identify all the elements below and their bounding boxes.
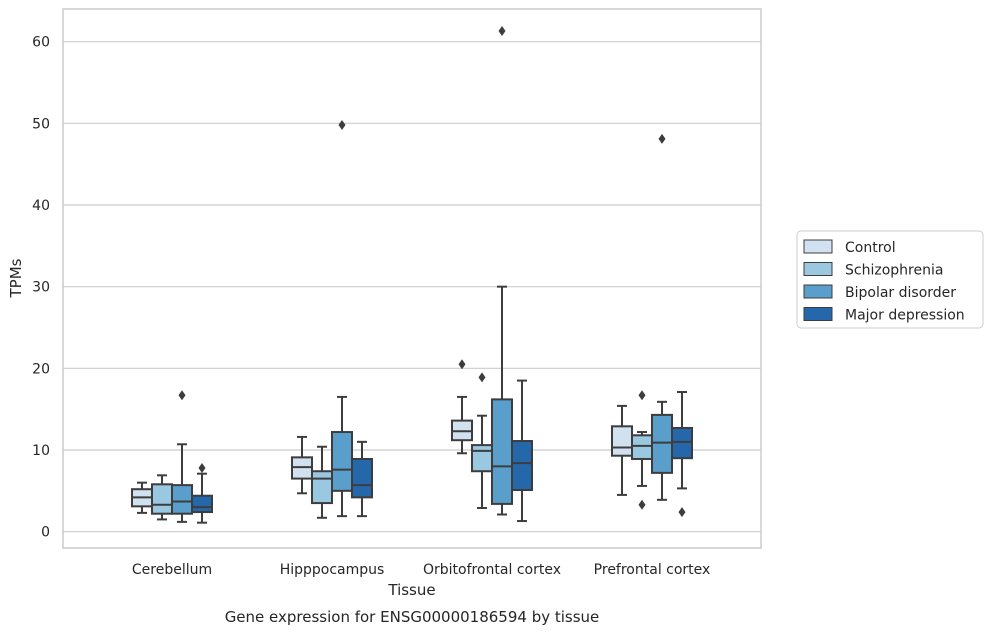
y-tick-label: 0	[41, 525, 50, 541]
box-iqr	[191, 494, 213, 514]
legend-label: Bipolar disorder	[845, 285, 956, 301]
box-iqr	[171, 484, 193, 515]
x-tick-label: Hipppocampus	[280, 562, 385, 578]
box-1-3	[351, 440, 373, 518]
x-tick-label: Prefrontal cortex	[594, 562, 711, 578]
legend-swatch	[803, 307, 833, 321]
legend-item: Schizophrenia	[803, 262, 943, 279]
outlier-point	[458, 359, 466, 370]
box-iqr	[471, 444, 493, 473]
box-3-2	[651, 133, 673, 501]
legend-swatch	[803, 262, 833, 276]
grid-lines	[63, 41, 761, 533]
legend-item: Bipolar disorder	[803, 284, 956, 301]
box-1-1	[311, 445, 333, 519]
outlier-point	[178, 390, 186, 401]
legend-label: Major depression	[845, 308, 965, 324]
box-3-3	[671, 391, 693, 518]
y-tick-label: 40	[32, 198, 50, 214]
x-tick-label: Orbitofrontal cortex	[423, 562, 561, 578]
outlier-point	[678, 507, 686, 518]
box-1-0	[291, 435, 313, 495]
box-iqr	[651, 413, 673, 474]
box-iqr	[311, 470, 333, 505]
box-0-1	[151, 474, 173, 521]
box-2-2	[491, 26, 513, 516]
box-0-3	[191, 462, 213, 524]
box-3-1	[631, 390, 653, 510]
x-tick-labels: Cerebellum Hipppocampus Orbitofrontal cort…	[132, 562, 710, 578]
y-tick-labels: 0 10 20 30 40 50 60	[32, 35, 50, 541]
outlier-point	[198, 462, 206, 473]
plot-frame	[62, 8, 762, 549]
legend-swatch	[803, 239, 833, 254]
chart-caption: Gene expression for ENSG00000186594 by t…	[225, 608, 600, 626]
outlier-point	[478, 372, 486, 383]
legend: Control Schizophrenia Bipolar disorder Majo…	[796, 230, 984, 329]
box-iqr	[611, 425, 633, 457]
y-tick-label: 20	[32, 361, 50, 377]
y-tick-label: 50	[32, 116, 50, 132]
legend-item: Major depression	[803, 307, 965, 324]
box-0-0	[131, 481, 153, 514]
box-groups	[131, 26, 693, 524]
box-iqr	[151, 483, 173, 515]
box-iqr	[351, 457, 373, 499]
y-axis-title: TPMs	[7, 258, 25, 298]
outlier-point	[338, 119, 346, 130]
box-2-0	[451, 359, 473, 455]
outlier-point	[638, 499, 646, 510]
y-tick-label: 10	[32, 443, 50, 459]
y-tick-label: 60	[32, 35, 50, 51]
x-tick-label: Cerebellum	[132, 562, 212, 578]
legend-item: Control	[803, 239, 896, 256]
box-2-3	[511, 379, 533, 523]
legend-label: Control	[845, 240, 896, 256]
y-tick-label: 30	[32, 280, 50, 296]
outlier-point	[638, 390, 646, 401]
box-iqr	[331, 431, 353, 492]
legend-swatch	[803, 284, 833, 299]
legend-frame	[796, 230, 984, 329]
box-1-2	[331, 119, 353, 518]
x-axis-title: Tissue	[387, 581, 435, 599]
box-iqr	[511, 440, 533, 492]
legend-label: Schizophrenia	[845, 263, 943, 279]
box-3-0	[611, 404, 633, 496]
box-2-1	[471, 372, 493, 509]
box-iqr	[491, 398, 513, 505]
box-iqr	[671, 426, 693, 460]
outlier-point	[658, 133, 666, 144]
box-iqr	[631, 434, 653, 460]
box-0-2	[171, 390, 193, 523]
outlier-point	[498, 26, 506, 37]
